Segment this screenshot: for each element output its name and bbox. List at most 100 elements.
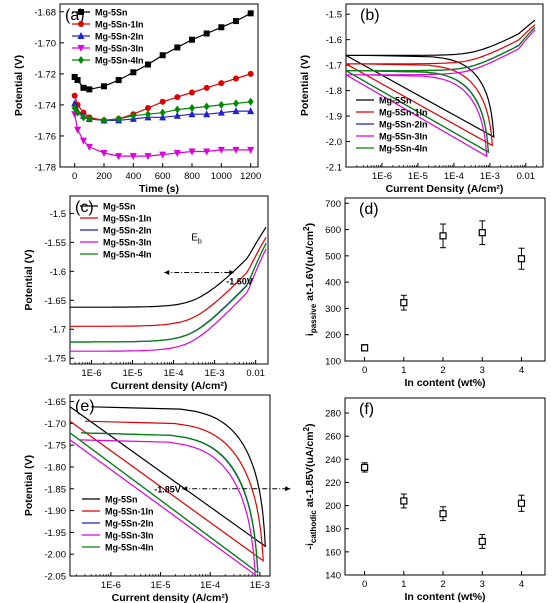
x-axis-label-d: In content (wt%) [404, 377, 485, 389]
y-axis-label-c: Potential (V) [23, 249, 35, 310]
data-point-a-0 [86, 86, 93, 93]
data-point-f-3 [478, 537, 486, 546]
data-point-a-0 [159, 52, 166, 59]
x-axis-label-a: Time (s) [139, 183, 179, 195]
y-axis-label-f: -icathodic at-1.85V(uA/cm2) [302, 423, 318, 549]
data-point-a-1 [145, 105, 151, 112]
legend-label-e-4: Mg-5Sn-4In [105, 543, 154, 553]
data-point-a-3 [188, 148, 196, 156]
y-tick-label-f: 260 [325, 432, 341, 443]
data-point-a-2 [232, 107, 240, 115]
data-point-f-1 [400, 497, 408, 505]
y-axis-label-a: Potential (V) [13, 55, 25, 116]
x-tick-label-d: 4 [519, 365, 524, 376]
data-point-a-3 [144, 153, 152, 161]
y-tick-label-f: 160 [325, 547, 341, 558]
y-tick-label-d: 200 [325, 330, 341, 341]
y-tick-label-e: -1.85 [44, 484, 66, 495]
y-tick-label-e: -2.00 [44, 550, 66, 561]
data-point-a-3 [79, 137, 87, 145]
legend-label-e-2: Mg-5Sn-2In [105, 519, 154, 529]
data-point-a-4 [145, 110, 151, 119]
y-axis-label-part-f: 2 [302, 426, 311, 431]
data-point-a-2 [173, 111, 181, 119]
legend-a: Mg-5Sn Mg-5Sn-1In Mg-5Sn-2In Mg-5Sn-3In Mg-5… [72, 8, 144, 66]
panel-f: 140 160 180 200 220 240 260 280 0 1 2 3 4 In content … [302, 397, 546, 603]
legend-e: Mg-5Sn Mg-5Sn-1In Mg-5Sn-2In Mg-5Sn-3In Mg-5… [82, 495, 154, 553]
x-tick-label-b: 1E-3 [480, 171, 500, 182]
data-point-a-2 [217, 108, 225, 116]
data-point-d-4 [517, 255, 526, 263]
panel-d: 100 200 300 400 500 600 700 0 1 2 3 4 In content (wt… [302, 197, 546, 389]
data-point-a-4 [159, 108, 166, 117]
data-point-d-3 [478, 229, 486, 237]
x-tick-label-a: 400 [125, 171, 141, 182]
series-line-c-0 [70, 226, 267, 308]
data-point-d-2 [439, 232, 447, 240]
x-tick-label-e: 1E-4 [200, 580, 220, 591]
legend-c: Mg-5Sn Mg-5Sn-1In Mg-5Sn-2In Mg-5Sn-3In Mg-5… [80, 202, 152, 260]
y-axis-label-part-d: passive [309, 303, 318, 333]
data-point-a-4 [130, 111, 137, 120]
data-point-a-3 [173, 150, 181, 158]
x-tick-label-c: 1E-6 [81, 368, 101, 379]
y-tick-label-e: -1.70 [44, 419, 66, 430]
data-point-a-2 [247, 107, 255, 115]
data-point-a-0 [71, 73, 78, 80]
x-tick-label-f: 2 [440, 579, 445, 590]
y-tick-label-c: -1.5 [50, 209, 66, 220]
y-tick-label-b: -2.0 [326, 137, 342, 148]
x-tick-label-e: 1E-3 [250, 580, 270, 591]
series-line-b-4 [346, 26, 536, 154]
legend-label-a-2: Mg-5Sn-2In [95, 32, 144, 42]
data-point-f-2 [439, 510, 447, 518]
series-line-e-0 [70, 406, 267, 548]
y-tick-label-c: -1.65 [44, 296, 66, 307]
data-point-a-2 [188, 110, 196, 118]
x-tick-label-a: 1000 [211, 171, 232, 182]
y-tick-label-b: -1.7 [326, 61, 342, 72]
legend-label-a-3: Mg-5Sn-3In [95, 44, 144, 54]
x-axis-label-b: Current Density (A/cm²) [386, 183, 504, 195]
x-tick-label-c: 1E-5 [122, 368, 142, 379]
y-tick-label-c: -1.7 [50, 325, 66, 336]
data-layer-f [361, 462, 526, 549]
series-line-b-0 [346, 19, 536, 138]
x-tick-label-a: 200 [96, 171, 112, 182]
data-point-a-4 [233, 99, 239, 108]
legend-label-c-2: Mg-5Sn-2In [103, 226, 152, 236]
data-point-f-0 [361, 463, 369, 472]
y-tick-label-b: -1.8 [326, 86, 342, 97]
y-tick-label-f: 180 [325, 524, 341, 535]
x-tick-label-e: 1E-5 [151, 580, 171, 591]
data-point-a-4 [86, 114, 93, 123]
x-tick-label-d: 3 [480, 365, 485, 376]
panel-b: -2.1 -2.0 -1.9 -1.8 -1.7 -1.6 -1.5 1E-6 1E-5 1E-4… [299, 3, 544, 195]
data-point-a-4 [218, 100, 225, 109]
data-point-f-4 [517, 499, 526, 507]
annotation-main: E [191, 232, 198, 243]
x-tick-label-a: 1200 [240, 171, 261, 182]
panel-c: -1.75 -1.7 -1.65 -1.6 -1.55 -1.5 1E-6 1E-5 1E-4 1… [23, 195, 269, 392]
data-point-a-2 [71, 99, 79, 107]
annotation-c-0: Eb [191, 232, 202, 245]
x-tick-label-f: 3 [480, 579, 485, 590]
series-line-c-1 [70, 236, 267, 327]
data-point-a-4 [174, 105, 181, 114]
data-point-d-1 [400, 299, 408, 307]
y-tick-label-f: 220 [325, 478, 341, 489]
data-layer-a [71, 10, 255, 161]
data-point-a-4 [101, 116, 107, 125]
y-tick-label-f: 280 [325, 409, 341, 420]
series-line-b-3 [346, 29, 536, 158]
y-tick-label-b: -1.6 [326, 35, 342, 46]
x-tick-label-a: 800 [184, 171, 200, 182]
legend-label-c-4: Mg-5Sn-4In [103, 250, 152, 260]
data-layer-c [70, 226, 267, 352]
y-tick-label-c: -1.75 [44, 354, 66, 365]
legend-label-a-1: Mg-5Sn-1In [95, 20, 144, 30]
y-tick-label-d: 700 [325, 199, 341, 210]
series-line-e-3 [70, 439, 257, 576]
x-tick-label-a: 0 [72, 171, 77, 182]
data-point-a-0 [145, 61, 151, 68]
